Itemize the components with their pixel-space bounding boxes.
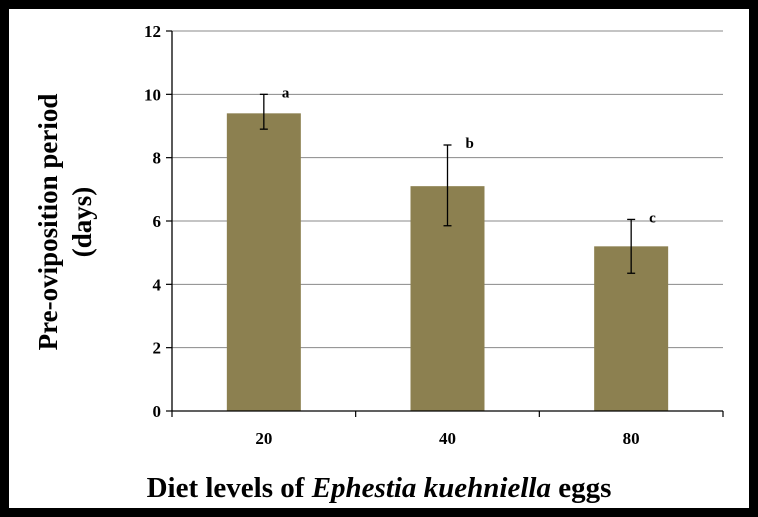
y-tick-label: 0: [153, 402, 162, 421]
axes: [171, 31, 724, 417]
y-tick-label: 6: [153, 212, 162, 231]
x-axis-title-prefix: Diet levels of: [146, 472, 312, 504]
y-tick-label: 2: [153, 339, 162, 358]
y-tick-label: 8: [153, 149, 162, 168]
x-tick-label: 80: [623, 429, 640, 448]
significance-letter: b: [466, 136, 474, 152]
x-tick-labels: 20 40 80: [255, 429, 639, 448]
error-bar: [443, 144, 452, 227]
x-axis-title-suffix: eggs: [550, 472, 612, 504]
error-bar: [627, 218, 636, 274]
x-tick-label: 20: [255, 429, 272, 448]
significance-letter: c: [649, 210, 656, 226]
y-tick-labels: 0 2 4 6 8 10 12: [144, 22, 162, 421]
y-tick-label: 4: [153, 275, 162, 294]
significance-letters: a b c: [282, 85, 656, 226]
y-tick-label: 10: [144, 85, 161, 104]
significance-letter: a: [282, 85, 290, 101]
x-axis-title-species: Ephestia kuehniella: [311, 472, 551, 504]
bar: [226, 113, 301, 411]
y-axis-title-line2: (days): [67, 187, 97, 258]
error-bar: [259, 93, 268, 130]
y-tick-label: 12: [144, 22, 161, 41]
y-axis-title: Pre-oviposition period (days): [33, 94, 97, 351]
x-axis-title: Diet levels of Ephestia kuehniella eggs: [0, 472, 758, 505]
error-bars: [259, 93, 636, 274]
y-axis-title-line1: Pre-oviposition period: [33, 94, 63, 351]
x-tick-label: 40: [439, 429, 456, 448]
